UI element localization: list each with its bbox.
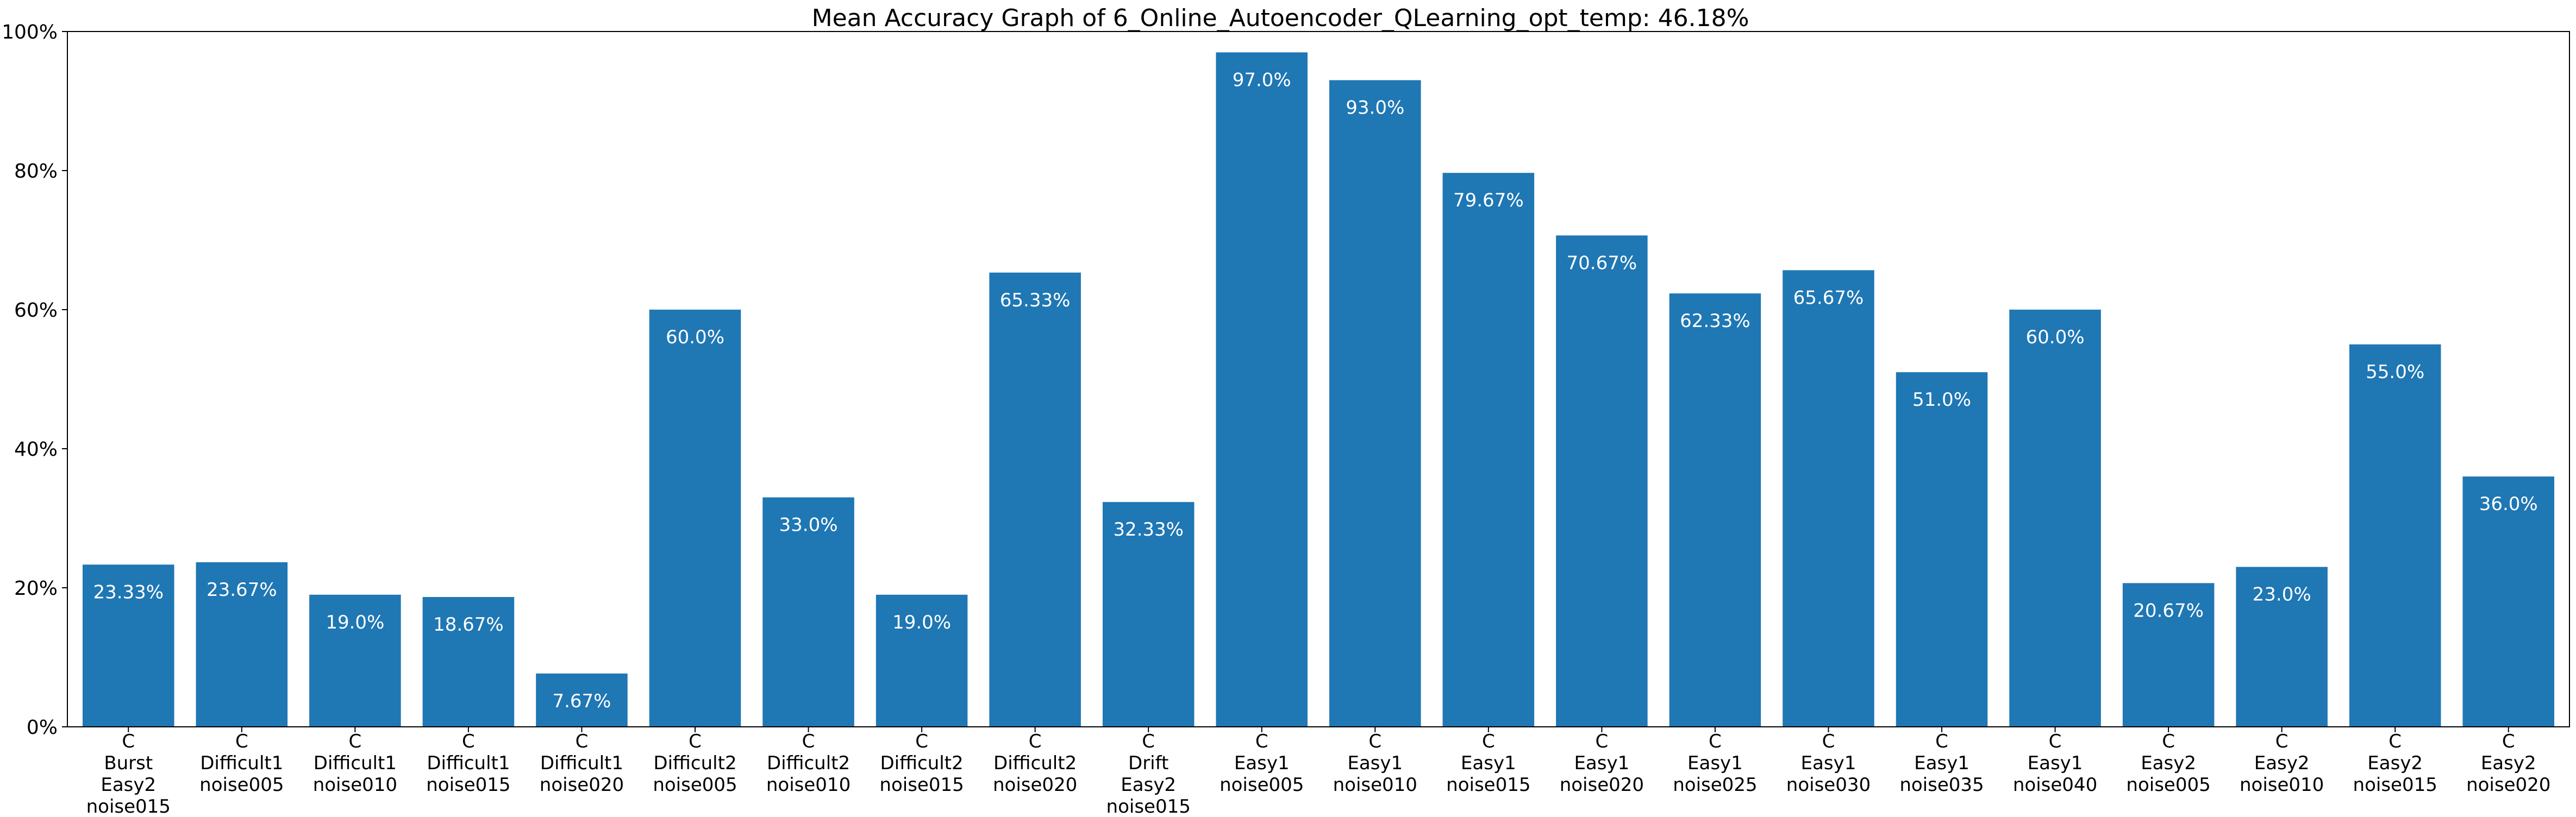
y-axis: 0% 20% 40% 60% 80% 100%: [2, 21, 67, 739]
bar-value-label: 79.67%: [1453, 190, 1524, 211]
bar-value-label: 23.33%: [93, 581, 164, 603]
bar: [1442, 173, 1535, 727]
bar: [196, 562, 288, 727]
bar: [309, 594, 401, 727]
y-tick-label: 80%: [14, 160, 58, 183]
x-tick-label: C Easy1 noise040: [2013, 731, 2097, 796]
bar: [2462, 476, 2554, 727]
x-tick-label: C Easy1 noise005: [1220, 731, 1304, 796]
bar: [2349, 344, 2441, 727]
x-tick-label: C Difficult1 noise015: [426, 731, 510, 796]
bar-value-label: 19.0%: [326, 612, 384, 633]
bar-value-label: 60.0%: [666, 326, 724, 348]
bar-value-label: 19.0%: [892, 612, 951, 633]
x-tick-label: C Difficult1 noise020: [540, 731, 624, 796]
bar: [536, 673, 628, 727]
bar-value-label: 33.0%: [779, 514, 838, 536]
bar-value-label: 65.33%: [1000, 290, 1071, 311]
bar: [1556, 235, 1648, 727]
x-tick-label: C Difficult2 noise010: [766, 731, 851, 796]
bar: [1669, 293, 1761, 727]
bar: [2236, 567, 2328, 727]
bar: [1102, 502, 1195, 727]
bar-value-label: 18.67%: [433, 614, 504, 636]
x-tick-label: C Difficult2 noise015: [879, 731, 964, 796]
bar: [1896, 372, 1988, 727]
x-tick-label: C Difficult2 noise005: [653, 731, 737, 796]
bar-value-label: 23.0%: [2253, 584, 2311, 606]
plot-frame: [67, 31, 2570, 727]
x-axis: C Burst Easy2 noise015 C Difficult1 noise005 C D…: [86, 727, 2550, 817]
bar-value-label: 55.0%: [2366, 361, 2424, 383]
bar-value-label: 65.67%: [1793, 287, 1864, 309]
bar-value-label: 51.0%: [1912, 389, 1971, 411]
y-tick-label: 60%: [14, 299, 58, 322]
bar: [2009, 310, 2101, 727]
x-tick-label: C Easy1 noise020: [1560, 731, 1644, 796]
bar: [989, 272, 1081, 727]
x-tick-label: C Difficult2 noise020: [993, 731, 1077, 796]
bar: [649, 310, 741, 727]
bar-value-label: 70.67%: [1567, 252, 1637, 274]
bar-value-label: 20.67%: [2133, 600, 2204, 621]
bar: [422, 597, 515, 727]
bar: [1783, 270, 1874, 727]
x-tick-label: C Easy2 noise010: [2240, 731, 2324, 796]
bar-value-label: 36.0%: [2479, 493, 2538, 515]
bar: [2122, 583, 2215, 727]
y-tick-label: 100%: [2, 21, 58, 43]
x-tick-label: C Difficult1 noise005: [199, 731, 284, 796]
x-tick-label: C Easy1 noise025: [1673, 731, 1757, 796]
y-tick-label: 20%: [14, 577, 58, 600]
bar-value-label: 62.33%: [1680, 310, 1750, 332]
bar-value-label: 23.67%: [207, 579, 277, 601]
bar: [83, 564, 174, 727]
bar-value-label: 93.0%: [1346, 97, 1404, 119]
y-tick-label: 0%: [27, 717, 58, 739]
x-tick-label: C Burst Easy2 noise015: [86, 731, 171, 815]
bar: [1329, 80, 1421, 727]
x-tick-label: C Easy1 noise035: [1899, 731, 1984, 796]
bar-value-label: 97.0%: [1233, 69, 1291, 91]
x-tick-label: C Easy2 noise005: [2126, 731, 2210, 796]
x-tick-label: C Easy2 noise015: [2353, 731, 2437, 796]
bars-layer: 23.33% 23.67% 19.0% 18.67% 7.67% 60.0% 33.0% 19…: [83, 52, 2554, 727]
bar-value-label: 7.67%: [552, 690, 611, 712]
chart-title: Mean Accuracy Graph of 6_Online_Autoenco…: [812, 4, 1749, 32]
x-tick-label: C Difficult1 noise010: [313, 731, 397, 796]
bar: [1216, 52, 1308, 727]
bar: [762, 497, 854, 727]
bar: [876, 594, 968, 727]
x-tick-label: C Easy2 noise020: [2466, 731, 2550, 796]
y-tick-label: 40%: [14, 438, 58, 461]
x-tick-label: C Easy1 noise010: [1333, 731, 1417, 796]
x-tick-label: C Easy1 noise030: [1786, 731, 1871, 796]
x-tick-label: C Easy1 noise015: [1446, 731, 1530, 796]
bar-value-label: 60.0%: [2026, 326, 2085, 348]
x-tick-label: C Drift Easy2 noise015: [1106, 731, 1191, 815]
bar-value-label: 32.33%: [1113, 519, 1184, 541]
